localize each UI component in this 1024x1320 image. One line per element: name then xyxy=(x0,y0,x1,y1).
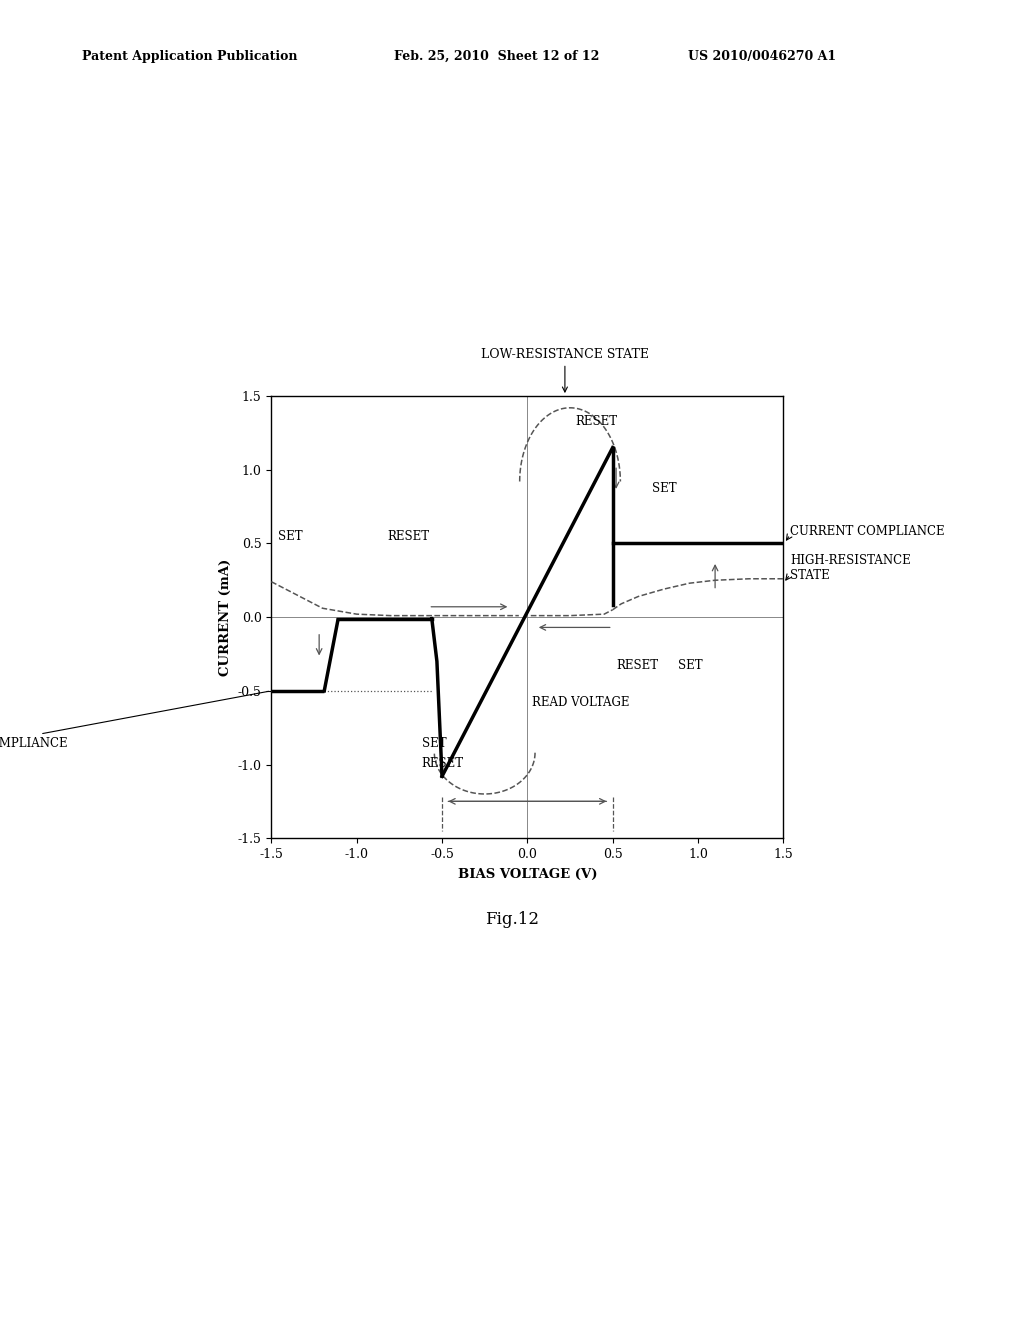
Text: RESET: RESET xyxy=(387,531,429,544)
Text: SET: SET xyxy=(279,531,303,544)
Text: RESET: RESET xyxy=(575,416,617,429)
Text: US 2010/0046270 A1: US 2010/0046270 A1 xyxy=(688,50,837,63)
Text: SET: SET xyxy=(678,659,702,672)
Text: RESET: RESET xyxy=(422,758,464,771)
Text: Feb. 25, 2010  Sheet 12 of 12: Feb. 25, 2010 Sheet 12 of 12 xyxy=(394,50,600,63)
Text: SET: SET xyxy=(652,482,677,495)
Text: LOW-RESISTANCE STATE: LOW-RESISTANCE STATE xyxy=(481,347,649,392)
Y-axis label: CURRENT (mA): CURRENT (mA) xyxy=(219,558,232,676)
Text: Fig.12: Fig.12 xyxy=(485,911,539,928)
Text: Patent Application Publication: Patent Application Publication xyxy=(82,50,297,63)
Text: RESET: RESET xyxy=(616,659,658,672)
X-axis label: BIAS VOLTAGE (V): BIAS VOLTAGE (V) xyxy=(458,867,597,880)
Text: SET: SET xyxy=(422,737,446,750)
Text: HIGH-RESISTANCE
STATE: HIGH-RESISTANCE STATE xyxy=(791,554,911,582)
Text: CURRENT COMPLIANCE: CURRENT COMPLIANCE xyxy=(791,524,945,537)
Text: READ VOLTAGE: READ VOLTAGE xyxy=(532,696,630,709)
Text: CURRENT COMPLIANCE: CURRENT COMPLIANCE xyxy=(0,692,268,750)
